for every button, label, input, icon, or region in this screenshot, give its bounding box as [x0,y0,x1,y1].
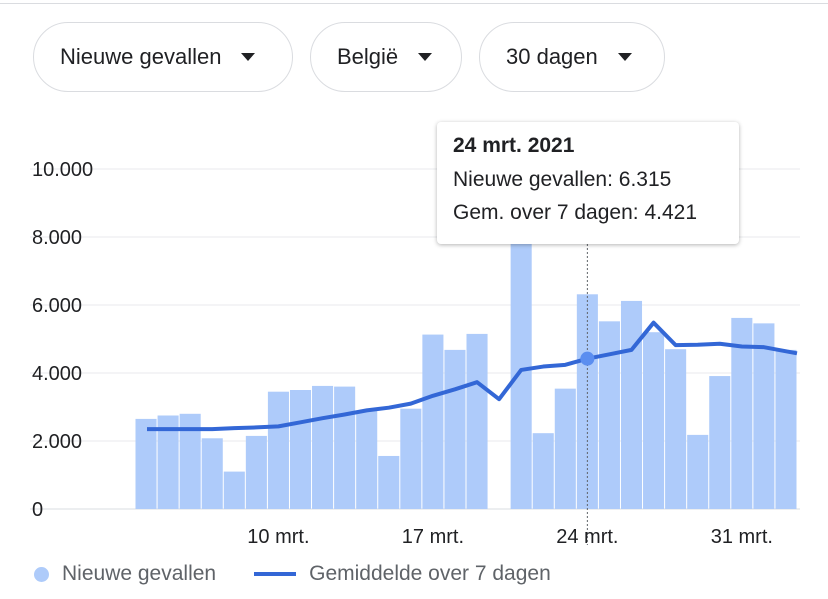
chart-tooltip: 24 mrt. 2021 Nieuwe gevallen: 6.315 Gem.… [437,122,739,244]
bar [444,349,466,509]
bar [312,385,334,509]
y-tick-label: 6.000 [32,295,82,317]
bar [201,438,223,509]
bar [687,434,709,509]
chevron-down-icon [617,53,632,61]
y-tick-label: 2.000 [32,431,82,453]
bar [775,349,797,509]
y-tick-label: 10.000 [32,159,93,181]
y-tick-label: 8.000 [32,227,82,249]
x-tick-label: 31 mrt. [711,526,773,548]
bar [598,321,620,509]
x-tick-label: 10 mrt. [247,526,309,548]
bar [267,391,289,509]
bar [466,333,488,509]
x-tick-label: 17 mrt. [402,526,464,548]
legend-bar-label: Nieuwe gevallen [62,562,217,585]
bar [620,300,643,509]
bar [731,317,753,509]
bar [245,435,267,509]
x-tick-label: 24 mrt. [556,526,618,548]
bar [289,390,312,509]
bar [223,471,245,509]
chart-legend: Nieuwe gevallen Gemiddelde over 7 dagen [34,562,551,586]
highlight-point [580,351,595,366]
tooltip-date: 24 mrt. 2021 [453,134,575,157]
bar [665,349,687,509]
bar [753,323,775,509]
metric-dropdown[interactable]: Nieuwe gevallen [33,22,293,92]
y-tick-label: 4.000 [32,363,82,385]
bar [356,410,378,509]
average-line [147,320,798,432]
metric-dropdown-label: Nieuwe gevallen [60,44,222,69]
period-dropdown[interactable]: 30 dagen [479,22,665,92]
bar [554,388,576,509]
legend-line-label: Gemiddelde over 7 dagen [309,562,551,585]
x-axis-labels: 10 mrt. 17 mrt. 24 mrt. 31 mrt. [247,526,773,548]
bar [135,418,157,509]
chevron-down-icon [241,53,256,61]
country-dropdown-label: België [337,44,399,69]
tooltip-new-cases: Nieuwe gevallen: 6.315 [453,168,672,191]
y-axis-labels: 0 2.000 4.000 6.000 8.000 10.000 [32,159,93,521]
bar [422,334,444,509]
legend-line-swatch [254,572,297,576]
top-divider [0,3,828,4]
bar [532,433,554,509]
bar [378,455,400,509]
bar [334,386,356,509]
average-line-series [147,320,798,432]
chevron-down-icon [418,53,433,61]
bar [709,376,731,509]
bar [400,408,422,509]
cases-chart[interactable]: 0 2.000 4.000 6.000 8.000 10.000 10 mrt. 17 mr… [0,0,828,560]
legend-bar-swatch [34,566,49,582]
period-dropdown-label: 30 dagen [506,44,598,69]
country-dropdown[interactable]: België [310,22,462,92]
bar [157,415,179,509]
y-tick-label: 0 [32,499,43,521]
bar [643,332,665,509]
tooltip-average: Gem. over 7 dagen: 4.421 [453,201,697,224]
bar [179,413,201,509]
